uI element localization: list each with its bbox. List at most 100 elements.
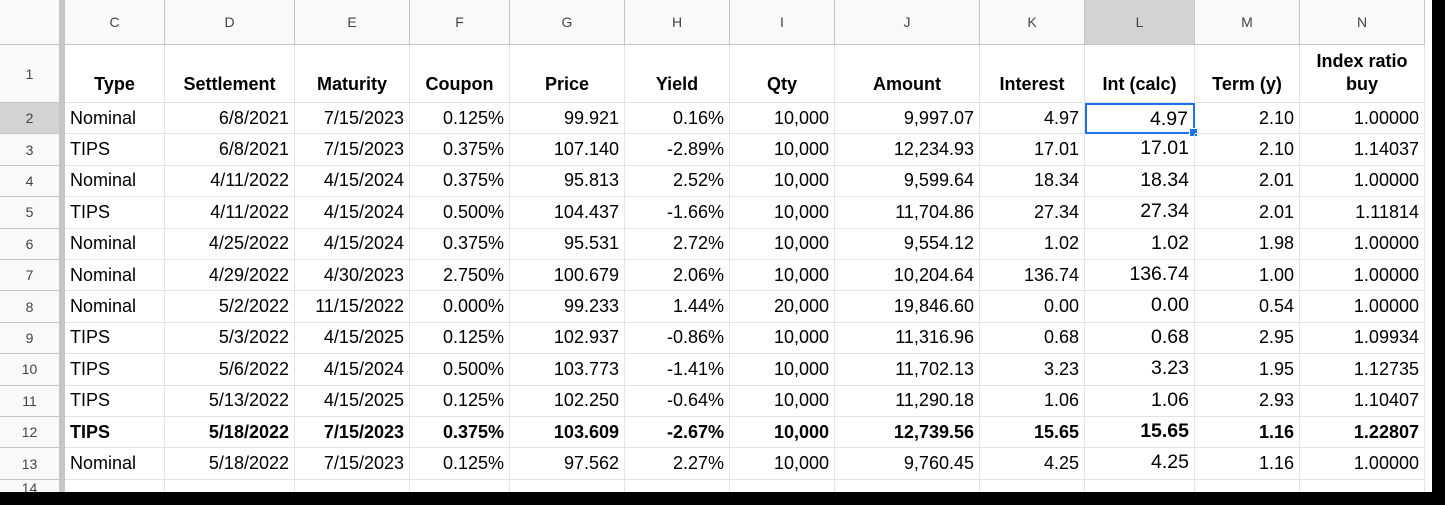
cell[interactable]: 1.16 — [1195, 417, 1300, 449]
cell[interactable]: 11,316.96 — [835, 322, 980, 355]
cell[interactable]: 4.25 — [980, 448, 1085, 480]
cell[interactable]: 1.44% — [625, 291, 730, 323]
cell[interactable]: 102.250 — [510, 385, 625, 417]
header-cell[interactable]: Type — [65, 45, 165, 103]
cell[interactable]: 2.10 — [1195, 103, 1300, 135]
cell[interactable]: 97.562 — [510, 448, 625, 480]
row-number[interactable]: 1 — [0, 45, 60, 103]
cell[interactable]: 10,000 — [730, 134, 835, 166]
cell[interactable]: 4.25 — [1085, 448, 1195, 480]
cell[interactable]: 1.22807 — [1300, 417, 1425, 449]
cell[interactable] — [980, 479, 1085, 492]
cell[interactable] — [1300, 479, 1425, 492]
header-cell[interactable]: Price — [510, 45, 625, 103]
cell[interactable]: 19,846.60 — [835, 291, 980, 323]
cell[interactable]: 2.06% — [625, 260, 730, 292]
cell[interactable]: 0.68 — [980, 322, 1085, 355]
cell[interactable]: 0.00 — [980, 291, 1085, 323]
cell[interactable]: 10,000 — [730, 197, 835, 229]
cell[interactable]: 1.00000 — [1300, 165, 1425, 198]
cell[interactable]: 103.609 — [510, 417, 625, 449]
column-header[interactable]: L — [1085, 0, 1195, 45]
cell[interactable]: 27.34 — [980, 197, 1085, 229]
cell[interactable]: Nominal — [65, 448, 165, 480]
row-number[interactable]: 9 — [0, 322, 60, 355]
cell[interactable] — [1085, 479, 1195, 492]
cell[interactable]: 0.500% — [410, 197, 510, 229]
cell[interactable]: 0.00 — [1085, 291, 1195, 323]
row-number[interactable]: 4 — [0, 165, 60, 198]
cell[interactable]: 99.921 — [510, 103, 625, 135]
cell[interactable]: 4/30/2023 — [295, 260, 410, 292]
cell[interactable]: 15.65 — [980, 417, 1085, 449]
cell[interactable]: 1.00000 — [1300, 103, 1425, 135]
fill-handle[interactable] — [1189, 128, 1198, 138]
cell[interactable]: 0.54 — [1195, 291, 1300, 323]
cell[interactable]: 5/3/2022 — [165, 322, 295, 355]
cell[interactable]: 1.12735 — [1300, 354, 1425, 386]
cell[interactable]: 6/8/2021 — [165, 103, 295, 135]
cell[interactable]: -2.89% — [625, 134, 730, 166]
cell[interactable]: 4/15/2025 — [295, 322, 410, 355]
cell[interactable]: 1.02 — [980, 228, 1085, 260]
cell[interactable]: 11,702.13 — [835, 354, 980, 386]
cell[interactable]: 1.11814 — [1300, 197, 1425, 229]
cell[interactable]: 7/15/2023 — [295, 448, 410, 480]
header-cell[interactable]: Int (calc) — [1085, 45, 1195, 103]
cell[interactable]: 4/15/2024 — [295, 165, 410, 198]
cell[interactable]: Nominal — [65, 228, 165, 260]
cell[interactable]: 10,204.64 — [835, 260, 980, 292]
cell[interactable]: 1.98 — [1195, 228, 1300, 260]
cell[interactable]: TIPS — [65, 322, 165, 355]
cell[interactable]: 4/29/2022 — [165, 260, 295, 292]
cell[interactable]: 99.233 — [510, 291, 625, 323]
cell[interactable]: 10,000 — [730, 165, 835, 198]
cell[interactable]: 0.375% — [410, 134, 510, 166]
cell[interactable]: 9,997.07 — [835, 103, 980, 135]
cell[interactable]: 18.34 — [980, 165, 1085, 198]
row-number[interactable]: 2 — [0, 103, 60, 135]
row-number[interactable]: 11 — [0, 385, 60, 417]
cell[interactable]: 95.531 — [510, 228, 625, 260]
cell[interactable]: 2.27% — [625, 448, 730, 480]
cell[interactable]: 4/15/2024 — [295, 354, 410, 386]
cell[interactable]: 10,000 — [730, 417, 835, 449]
cell[interactable]: 11,704.86 — [835, 197, 980, 229]
column-header[interactable]: F — [410, 0, 510, 45]
cell[interactable]: 12,739.56 — [835, 417, 980, 449]
cell[interactable]: 11/15/2022 — [295, 291, 410, 323]
cell[interactable]: TIPS — [65, 417, 165, 449]
cell[interactable]: 12,234.93 — [835, 134, 980, 166]
cell[interactable]: 104.437 — [510, 197, 625, 229]
cell[interactable]: 1.00000 — [1300, 260, 1425, 292]
cell[interactable]: 2.750% — [410, 260, 510, 292]
cell[interactable] — [835, 479, 980, 492]
header-cell[interactable]: Term (y) — [1195, 45, 1300, 103]
row-number[interactable]: 5 — [0, 197, 60, 229]
cell[interactable]: 7/15/2023 — [295, 134, 410, 166]
column-header[interactable]: E — [295, 0, 410, 45]
cell[interactable]: 5/13/2022 — [165, 385, 295, 417]
cell[interactable]: 5/18/2022 — [165, 417, 295, 449]
cell[interactable]: 95.813 — [510, 165, 625, 198]
header-cell[interactable]: Maturity — [295, 45, 410, 103]
cell[interactable]: 0.125% — [410, 448, 510, 480]
cell[interactable] — [730, 479, 835, 492]
cell[interactable]: 27.34 — [1085, 197, 1195, 229]
cell[interactable]: 4/11/2022 — [165, 165, 295, 198]
cell[interactable]: 1.00000 — [1300, 448, 1425, 480]
cell[interactable]: 10,000 — [730, 228, 835, 260]
cell[interactable]: 103.773 — [510, 354, 625, 386]
cell[interactable]: 5/2/2022 — [165, 291, 295, 323]
cell[interactable]: 20,000 — [730, 291, 835, 323]
column-header[interactable]: H — [625, 0, 730, 45]
row-number[interactable]: 12 — [0, 417, 60, 449]
cell[interactable]: 1.09934 — [1300, 322, 1425, 355]
header-cell[interactable]: Interest — [980, 45, 1085, 103]
row-number[interactable]: 8 — [0, 291, 60, 323]
cell[interactable]: -0.86% — [625, 322, 730, 355]
cell[interactable]: 1.10407 — [1300, 385, 1425, 417]
cell[interactable]: 102.937 — [510, 322, 625, 355]
cell[interactable]: 9,554.12 — [835, 228, 980, 260]
header-cell[interactable]: Index ratio buy — [1300, 45, 1425, 103]
